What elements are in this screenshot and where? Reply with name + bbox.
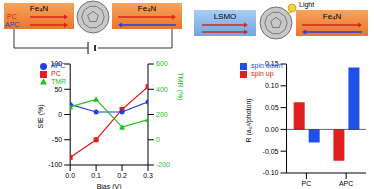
svg-text:Bias (V): Bias (V) [97, 183, 122, 189]
svg-text:50: 50 [54, 86, 62, 93]
svg-text:Fe₄N: Fe₄N [138, 4, 157, 13]
svg-text:0.2: 0.2 [117, 172, 127, 179]
svg-text:SIE (%): SIE (%) [37, 104, 45, 128]
svg-text:0.3: 0.3 [143, 172, 153, 179]
svg-text:600: 600 [156, 60, 168, 67]
svg-text:200: 200 [156, 111, 168, 118]
svg-text:TMR (%): TMR (%) [176, 73, 184, 101]
svg-text:0.0: 0.0 [65, 172, 75, 179]
svg-text:0: 0 [58, 111, 62, 118]
svg-text:0: 0 [156, 136, 160, 143]
svg-text:-0.10: -0.10 [263, 169, 279, 176]
svg-text:-50: -50 [52, 136, 62, 143]
svg-text:Light: Light [299, 1, 314, 9]
svg-text:0.05: 0.05 [265, 104, 279, 111]
svg-text:PC: PC [302, 180, 312, 187]
svg-text:-0.05: -0.05 [263, 148, 279, 155]
svg-text:0.10: 0.10 [265, 82, 279, 89]
svg-text:APC: APC [8, 21, 19, 28]
svg-text:100: 100 [50, 60, 62, 67]
svg-text:PC: PC [8, 13, 17, 20]
svg-text:R (a₀²/photon): R (a₀²/photon) [245, 98, 253, 142]
svg-text:-100: -100 [48, 161, 62, 168]
svg-text:0.15: 0.15 [265, 60, 279, 67]
svg-text:400: 400 [156, 86, 168, 93]
svg-text:Fe₄N: Fe₄N [30, 4, 49, 13]
svg-text:LSMO: LSMO [214, 12, 237, 21]
svg-text:0.1: 0.1 [91, 172, 101, 179]
svg-text:Fe₄N: Fe₄N [323, 12, 342, 21]
svg-text:-200: -200 [156, 161, 170, 168]
svg-text:0.00: 0.00 [265, 126, 279, 133]
svg-text:APC: APC [339, 180, 353, 187]
